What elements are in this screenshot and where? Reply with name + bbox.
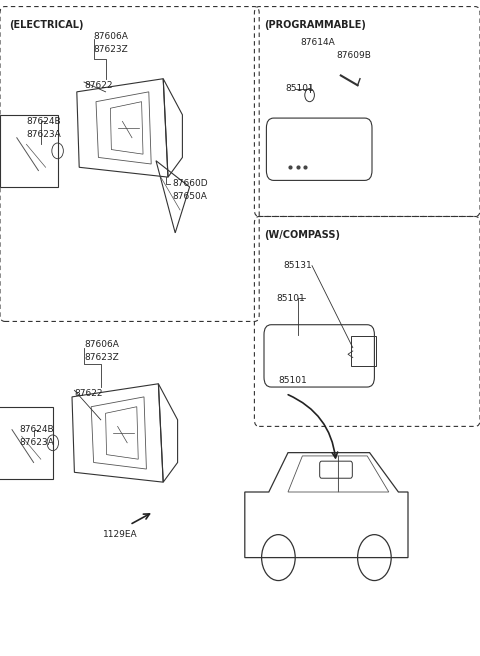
Text: 85101: 85101 bbox=[276, 294, 305, 303]
Text: 87660D: 87660D bbox=[173, 179, 208, 188]
Text: 87622: 87622 bbox=[84, 81, 112, 90]
Text: 1129EA: 1129EA bbox=[103, 530, 138, 539]
Text: 87623Z: 87623Z bbox=[94, 45, 128, 54]
Text: 87623A: 87623A bbox=[26, 130, 61, 139]
Text: 85131: 85131 bbox=[283, 261, 312, 270]
Text: 85101: 85101 bbox=[286, 84, 314, 93]
Text: 87650A: 87650A bbox=[173, 192, 208, 201]
Text: 85101: 85101 bbox=[278, 376, 307, 385]
Text: (PROGRAMMABLE): (PROGRAMMABLE) bbox=[264, 20, 366, 30]
Text: 87624B: 87624B bbox=[26, 117, 61, 126]
Text: 87623Z: 87623Z bbox=[84, 353, 119, 362]
Text: 87609B: 87609B bbox=[336, 51, 371, 60]
Text: 87606A: 87606A bbox=[84, 340, 119, 349]
Text: 87622: 87622 bbox=[74, 389, 103, 398]
Text: 87614A: 87614A bbox=[300, 38, 335, 47]
Text: 87623A: 87623A bbox=[19, 438, 54, 447]
Text: 87624B: 87624B bbox=[19, 425, 54, 434]
Text: 87606A: 87606A bbox=[94, 31, 129, 41]
Text: (W/COMPASS): (W/COMPASS) bbox=[264, 230, 340, 239]
Text: (ELECTRICAL): (ELECTRICAL) bbox=[10, 20, 84, 30]
